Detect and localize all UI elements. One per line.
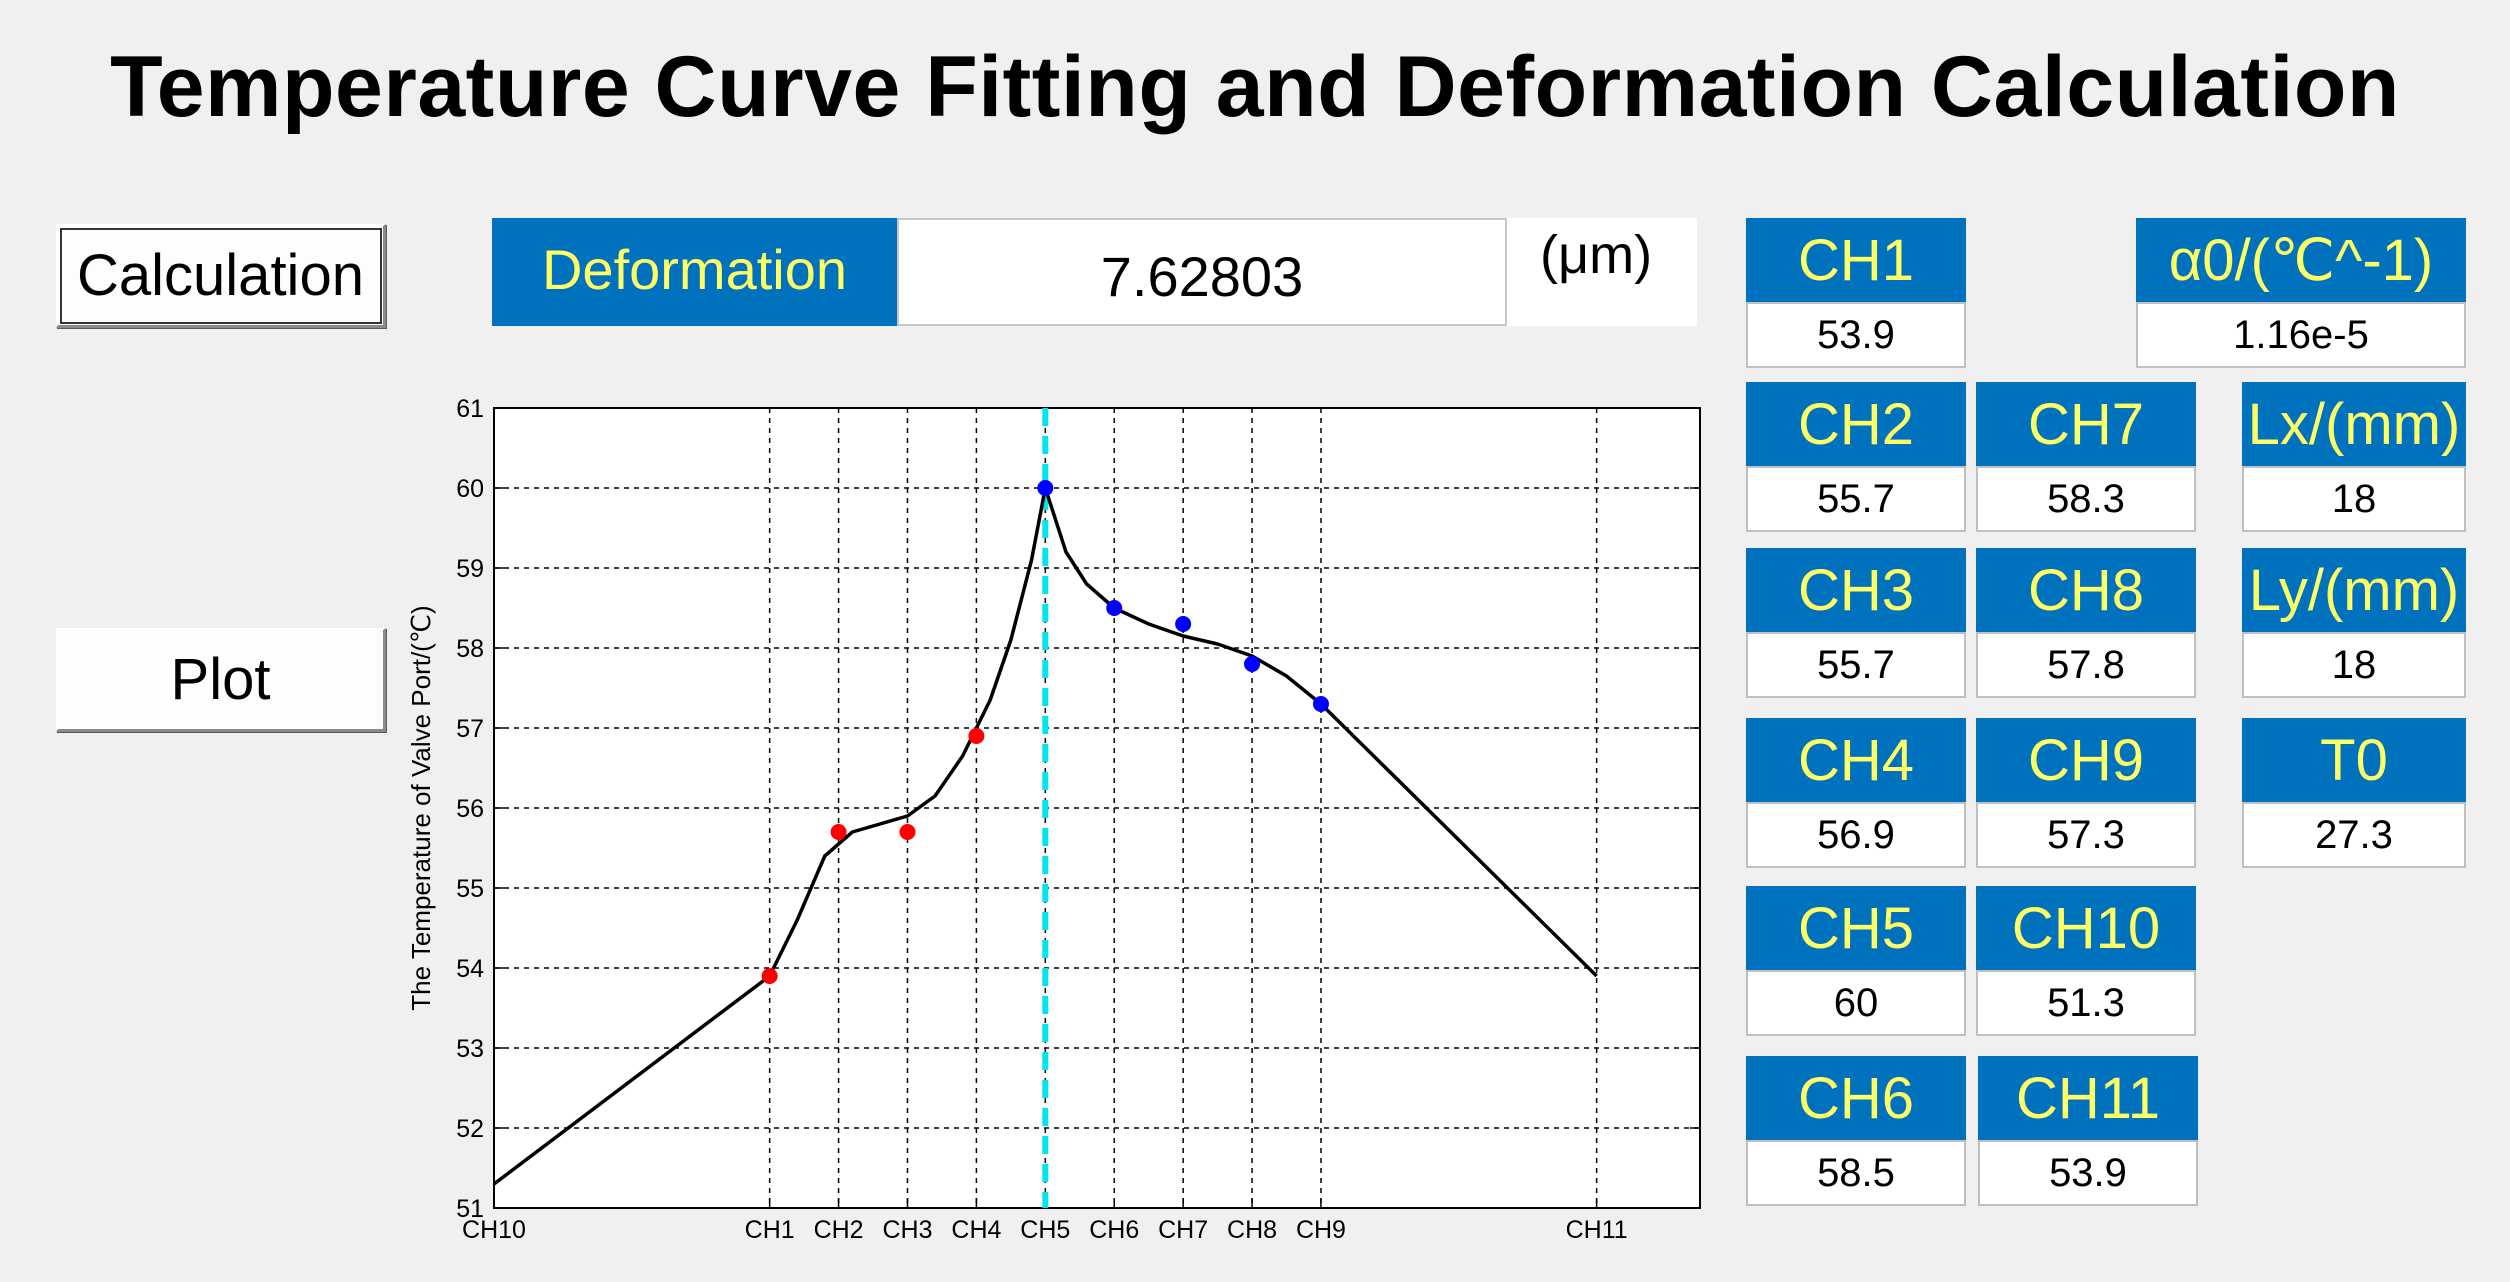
ch5-header: CH5 (1746, 886, 1966, 970)
ch7-input[interactable]: 58.3 (1976, 466, 2196, 532)
ch3-input[interactable]: 55.7 (1746, 632, 1966, 698)
ch6-input[interactable]: 58.5 (1746, 1140, 1966, 1206)
t0-header: T0 (2242, 718, 2466, 802)
ch9-header: CH9 (1976, 718, 2196, 802)
y-tick-label: 58 (456, 635, 484, 663)
x-tick-label: CH11 (1566, 1216, 1628, 1244)
y-tick-label: 60 (456, 475, 484, 503)
ch6-header: CH6 (1746, 1056, 1966, 1140)
deformation-unit-panel (1507, 218, 1697, 326)
ch7-header: CH7 (1976, 382, 2196, 466)
lx-header: Lx/(mm) (2242, 382, 2466, 466)
y-tick-label: 57 (456, 715, 484, 743)
x-tick-label: CH5 (1020, 1216, 1070, 1244)
measured-left-point (899, 824, 916, 840)
ly-input[interactable]: 18 (2242, 632, 2466, 698)
y-tick-label: 59 (456, 555, 484, 583)
ch2-input[interactable]: 55.7 (1746, 466, 1966, 532)
x-tick-label: CH10 (462, 1216, 526, 1244)
measured-right-point (1175, 616, 1192, 632)
ch5-input[interactable]: 60 (1746, 970, 1966, 1036)
x-tick-label: CH6 (1089, 1216, 1139, 1244)
plot-border (493, 407, 1701, 1209)
measured-right-point (1037, 480, 1054, 496)
ch3-header: CH3 (1746, 548, 1966, 632)
x-tick-label: CH2 (814, 1216, 864, 1244)
ch9-input[interactable]: 57.3 (1976, 802, 2196, 868)
x-tick-label: CH7 (1158, 1216, 1208, 1244)
ch11-input[interactable]: 53.9 (1978, 1140, 2198, 1206)
ch8-header: CH8 (1976, 548, 2196, 632)
measured-left-point (968, 728, 985, 744)
measured-left-point (761, 968, 778, 984)
lx-input[interactable]: 18 (2242, 466, 2466, 532)
ch4-input[interactable]: 56.9 (1746, 802, 1966, 868)
ch11-header: CH11 (1978, 1056, 2198, 1140)
ch1-input[interactable]: 53.9 (1746, 302, 1966, 368)
measured-right-point (1244, 656, 1261, 672)
y-tick-label: 53 (456, 1035, 484, 1063)
ly-header: Ly/(mm) (2242, 548, 2466, 632)
fitted-curve-line (492, 486, 1598, 1186)
deformation-value: 7.62803 (897, 218, 1507, 326)
y-axis-label: The Temperature of Valve Port/(℃) (406, 605, 436, 1010)
alpha-header: α0/(℃^-1) (2136, 218, 2466, 302)
x-tick-label: CH1 (745, 1216, 795, 1244)
y-tick-label: 54 (456, 955, 484, 983)
t0-input[interactable]: 27.3 (2242, 802, 2466, 868)
calculation-button[interactable]: Calculation (56, 224, 386, 328)
deformation-unit: (μm) (1540, 225, 1653, 285)
y-tick-label: 55 (456, 875, 484, 903)
x-tick-label: CH8 (1227, 1216, 1277, 1244)
page-title: Temperature Curve Fitting and Deformatio… (110, 39, 2400, 135)
ch10-input[interactable]: 51.3 (1976, 970, 2196, 1036)
alpha-input[interactable]: 1.16e-5 (2136, 302, 2466, 368)
ch1-header: CH1 (1746, 218, 1966, 302)
ch2-header: CH2 (1746, 382, 1966, 466)
x-tick-label: CH9 (1296, 1216, 1346, 1244)
deformation-label: Deformation (492, 218, 897, 326)
x-tick-label: CH3 (882, 1216, 932, 1244)
measured-right-point (1312, 696, 1329, 712)
measured-left-point (830, 824, 847, 840)
x-tick-label: CH4 (951, 1216, 1001, 1244)
measured-right-point (1106, 600, 1123, 616)
ch4-header: CH4 (1746, 718, 1966, 802)
y-tick-label: 56 (456, 795, 484, 823)
ch8-input[interactable]: 57.8 (1976, 632, 2196, 698)
y-tick-label: 52 (456, 1115, 484, 1143)
y-tick-label: 61 (456, 395, 484, 423)
ch10-header: CH10 (1976, 886, 2196, 970)
y-tick-label: 51 (456, 1195, 484, 1223)
plot-button[interactable]: Plot (56, 628, 386, 732)
